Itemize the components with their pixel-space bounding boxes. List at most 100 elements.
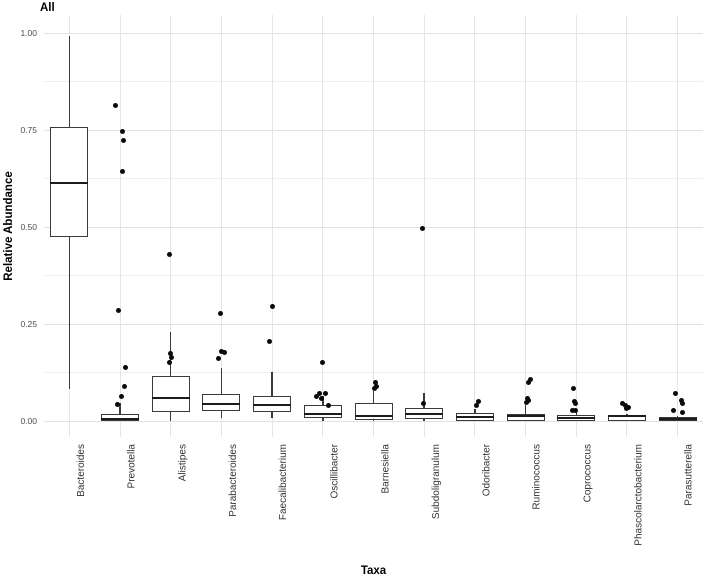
gridline-vertical — [170, 15, 172, 437]
outlier-dot — [114, 402, 120, 408]
median-line — [151, 397, 190, 400]
y-tick-label: 0.50 — [20, 222, 37, 232]
outlier-dot — [323, 391, 329, 397]
outlier-dot — [167, 360, 173, 366]
outlier-dot — [112, 103, 118, 109]
outlier-dot — [266, 339, 272, 345]
x-tick-label: Odoribacter — [481, 444, 493, 497]
x-tick-label: Oscillibacter — [329, 444, 341, 499]
whisker — [524, 405, 527, 421]
boxplot-box — [303, 405, 342, 419]
outlier-dot — [474, 402, 480, 408]
median-line — [607, 415, 646, 418]
outlier-dot — [419, 226, 425, 232]
outlier-dot — [569, 407, 575, 413]
outlier-dot — [317, 390, 323, 396]
median-line — [50, 182, 89, 185]
boxplot-box — [506, 414, 545, 421]
gridline-vertical — [322, 15, 324, 437]
gridline-vertical — [423, 15, 425, 437]
outlier-dot — [269, 303, 275, 309]
outlier-dot — [218, 348, 224, 354]
outlier-dot — [168, 350, 174, 356]
x-tick-label: Parasutterella — [684, 444, 696, 506]
whisker — [119, 403, 121, 421]
y-tick-label: 0.00 — [20, 416, 37, 426]
outlier-dot — [526, 380, 532, 386]
y-tick-label: 1.00 — [20, 28, 37, 38]
boxplot-box — [607, 414, 646, 421]
whisker — [271, 371, 273, 418]
outlier-dot — [319, 395, 325, 401]
median-line — [354, 414, 393, 417]
x-tick-label: Parabacteroides — [227, 444, 239, 517]
gridline-vertical — [119, 15, 121, 437]
boxplot-box — [202, 394, 241, 411]
outlier-dot — [326, 402, 332, 408]
gridline-vertical — [525, 15, 527, 437]
outlier-dot — [373, 380, 378, 386]
outlier-dot — [169, 355, 175, 361]
outlier-dot — [314, 393, 320, 399]
outlier-dot — [572, 408, 578, 414]
x-tick-label: Subdoligranulum — [430, 444, 442, 520]
median-line — [253, 404, 292, 407]
boxplot-box — [354, 403, 393, 420]
median-line — [101, 418, 140, 421]
outlier-dot — [215, 355, 221, 361]
median-line — [455, 416, 494, 419]
outlier-dot — [119, 128, 125, 134]
median-line — [506, 414, 545, 417]
outlier-dot — [476, 399, 482, 405]
outlier-dot — [119, 168, 125, 174]
outlier-dot — [624, 406, 630, 412]
gridline-vertical — [575, 15, 577, 437]
x-tick-label: Phascolarctobacterium — [633, 444, 645, 546]
outlier-dot — [680, 410, 686, 416]
outlier-dot — [372, 386, 377, 392]
x-tick-label: Faecalibacterium — [278, 444, 290, 521]
whisker — [423, 393, 425, 421]
gridline-vertical — [271, 15, 273, 437]
whisker — [220, 368, 223, 419]
median-line — [658, 418, 697, 421]
outlier-dot — [121, 383, 127, 389]
gridline-vertical — [677, 15, 679, 437]
outlier-dot — [528, 377, 534, 383]
outlier-dot — [217, 311, 223, 317]
x-tick-label: Ruminococcus — [532, 444, 544, 510]
median-line — [303, 413, 342, 416]
outlier-dot — [115, 307, 121, 313]
x-tick-label: Barnesiella — [380, 444, 391, 494]
gridline-vertical — [474, 15, 476, 437]
median-line — [202, 403, 241, 406]
boxplot-box — [151, 376, 190, 413]
outlier-dot — [673, 390, 679, 396]
outlier-dot — [680, 400, 686, 406]
outlier-dot — [420, 400, 426, 406]
outlier-dot — [572, 401, 578, 407]
boxplot-box — [101, 414, 140, 421]
outlier-dot — [570, 385, 576, 391]
outlier-dot — [120, 138, 126, 144]
outlier-dot — [118, 393, 124, 399]
outlier-dot — [623, 403, 629, 409]
outlier-dot — [167, 252, 173, 258]
y-tick-label: 0.25 — [20, 319, 37, 329]
x-tick-label: Alistipes — [177, 444, 189, 482]
median-line — [557, 416, 596, 419]
outlier-dot — [620, 401, 626, 407]
outlier-dot — [122, 364, 128, 370]
outlier-dot — [671, 407, 677, 413]
gridline-vertical — [626, 15, 628, 437]
plot-title: All — [40, 2, 55, 14]
median-line — [405, 413, 444, 416]
x-tick-label: Coprococcus — [582, 444, 594, 503]
gridline-vertical — [220, 15, 222, 437]
x-tick-label: Prevotella — [126, 444, 138, 489]
x-tick-label: Bacteroides — [75, 444, 87, 497]
outlier-dot — [221, 350, 227, 356]
y-tick-label: 0.75 — [20, 125, 37, 135]
gridline-vertical — [373, 15, 374, 437]
